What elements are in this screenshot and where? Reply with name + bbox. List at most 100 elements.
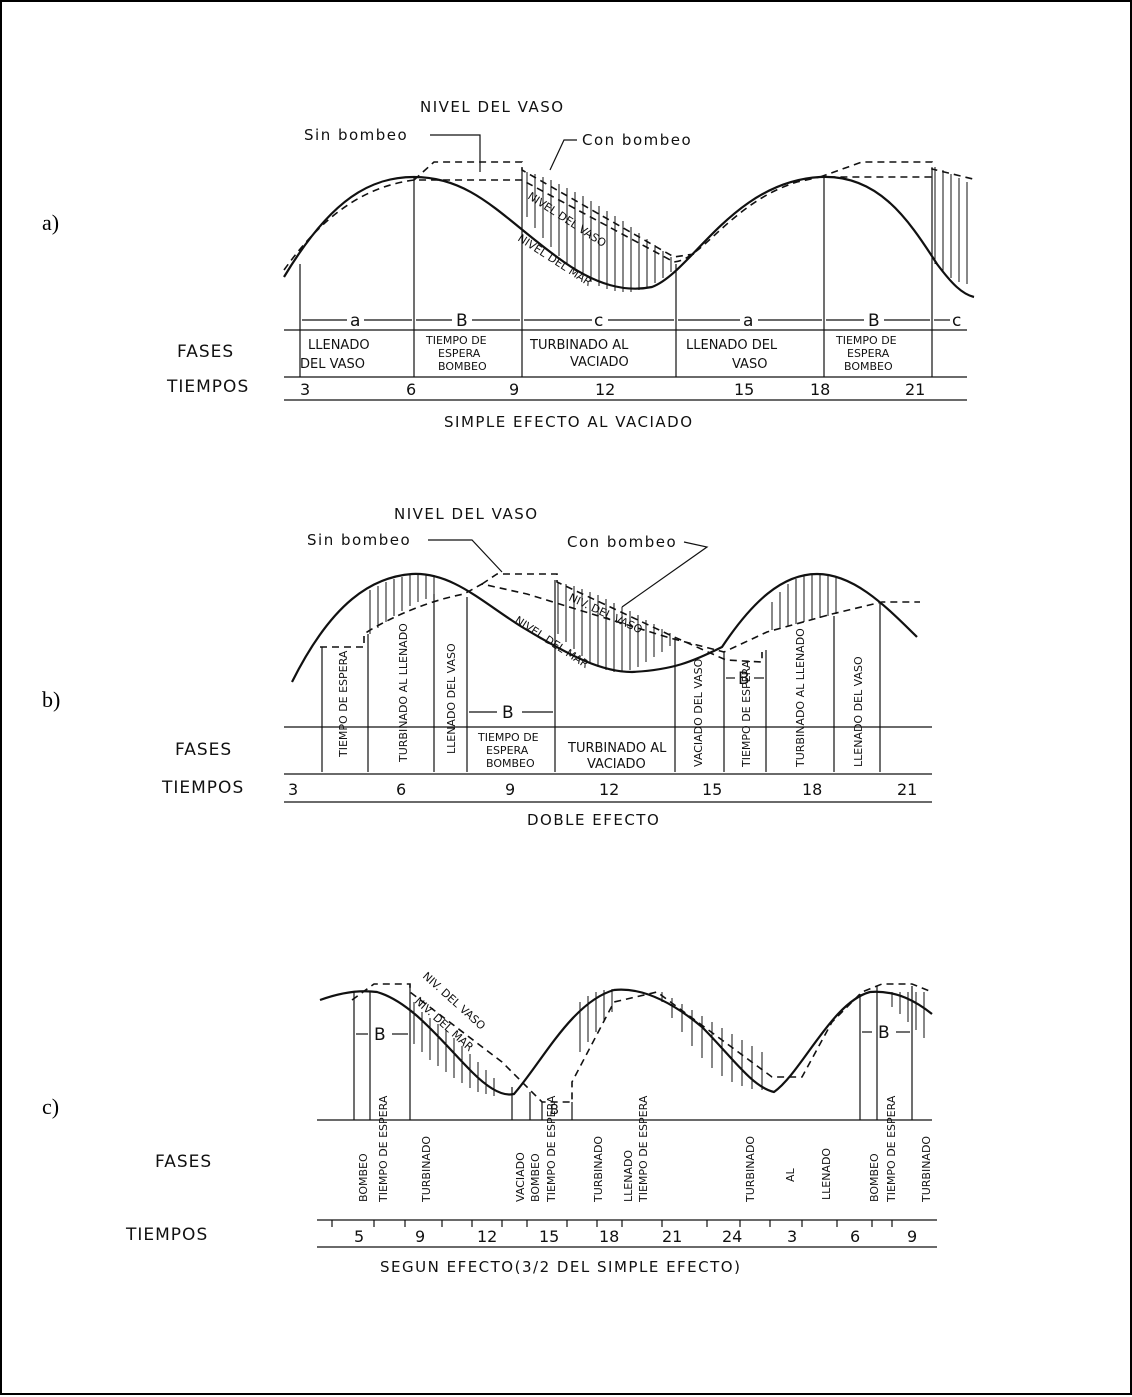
panel-c-caption: SEGUN EFECTO(3/2 DEL SIMPLE EFECTO) <box>380 1258 741 1276</box>
panel-a-phase-1-l1: LLENADO <box>308 338 370 353</box>
panel-b-box-2-l1: TURBINADO AL <box>567 741 667 756</box>
panel-c-t-9: 9 <box>415 1227 425 1246</box>
panel-c-letter: c) <box>42 1094 59 1119</box>
panel-c-vphase-11: AL <box>784 1167 797 1182</box>
panel-c-phase-letter-1: B <box>374 1025 387 1045</box>
panel-c-phase-letter-3: B <box>878 1023 891 1043</box>
panel-b-box-2-l2: VACIADO <box>587 757 646 772</box>
panel-c-t-21: 21 <box>662 1227 682 1246</box>
panel-b-t-12: 12 <box>599 780 619 799</box>
panel-b-box-1-l2: ESPERA <box>486 744 529 757</box>
panel-c-vaso-curve <box>351 983 933 1103</box>
panel-b-caption: DOBLE EFECTO <box>527 811 660 829</box>
panel-a-tiempos: 3 6 9 12 15 18 21 <box>300 380 925 399</box>
panel-c-fases-label: FASES <box>155 1152 212 1172</box>
panel-b-sin-leader <box>428 539 503 573</box>
panel-c-t-6: 6 <box>850 1227 860 1246</box>
panel-b-con-leader <box>621 541 709 608</box>
panel-b-t-15: 15 <box>702 780 722 799</box>
panel-a-t-3: 3 <box>300 380 310 399</box>
panel-a-t-15: 15 <box>734 380 754 399</box>
panel-a-phase-letter-1: a <box>350 311 361 331</box>
panel-b-sin-bombeo: Sin bombeo <box>307 531 411 549</box>
panel-b-tiempos: 3 6 9 12 15 18 21 <box>288 780 917 799</box>
panel-a: a) NIVEL DEL VASO Sin bombeo Con bombeo <box>42 98 978 431</box>
panel-a-t-9: 9 <box>509 380 519 399</box>
panel-a-con-leader <box>549 139 577 171</box>
panel-c-vphase-7: TURBINADO <box>592 1136 605 1203</box>
panel-c-t-12: 12 <box>477 1227 497 1246</box>
panel-a-t-6: 6 <box>406 380 416 399</box>
panel-a-phase-1-l2: DEL VASO <box>300 357 365 372</box>
panel-c-tiempos: 5 9 12 15 18 21 24 3 6 9 <box>354 1227 917 1246</box>
panel-c-hatch <box>413 989 925 1096</box>
panel-c-t-15: 15 <box>539 1227 559 1246</box>
panel-a-heading: NIVEL DEL VASO <box>420 98 565 116</box>
panel-a-t-18: 18 <box>810 380 830 399</box>
panel-a-phase-letter-2: B <box>456 311 469 331</box>
panel-b-con-bombeo: Con bombeo <box>567 533 677 551</box>
panel-a-sin-leader <box>430 134 481 172</box>
panel-b-fases-label: FASES <box>175 740 232 760</box>
panel-c-t-9b: 9 <box>907 1227 917 1246</box>
panel-c-t-24: 24 <box>722 1227 742 1246</box>
panel-b-dividers <box>321 580 881 772</box>
panel-c-vphase-12: LLENADO <box>820 1148 833 1200</box>
panel-a-letter: a) <box>42 210 59 235</box>
panel-b-vphase-4: VACIADO DEL VASO <box>692 658 705 767</box>
panel-a-phase-2-l1: TIEMPO DE <box>425 334 487 347</box>
panel-b-vaso-con-bombeo <box>481 573 763 663</box>
panel-c-sea-level-curve <box>319 988 933 1096</box>
panel-a-dividers <box>299 169 933 377</box>
panel-a-vaso-con-bombeo <box>413 161 695 258</box>
panel-c-vphase-3: TURBINADO <box>420 1136 433 1203</box>
panel-a-phase-4-l2: VASO <box>732 357 767 372</box>
panel-b-hatch <box>369 574 837 672</box>
panel-a-phase-4-l1: LLENADO DEL <box>686 338 778 353</box>
panel-b-vphase-5: TIEMPO DE ESPERA <box>740 660 753 768</box>
panel-a-phase-2-l3: BOMBEO <box>438 360 487 373</box>
panel-a-sea-level-curve <box>283 175 975 299</box>
panel-c-vphase-14: TIEMPO DE ESPERA <box>885 1095 898 1203</box>
panel-a-phase-3-l2: VACIADO <box>570 355 629 370</box>
panel-a-t-12: 12 <box>595 380 615 399</box>
panel-b-box-1-l1: TIEMPO DE <box>477 731 539 744</box>
panel-a-vaso-con-bombeo-2 <box>819 161 978 181</box>
panel-a-phase-2-l2: ESPERA <box>438 347 481 360</box>
panel-a-mar-label: NIVEL DEL MAR <box>515 232 594 290</box>
panel-c-vphase-9: TIEMPO DE ESPERA <box>637 1095 650 1203</box>
panel-c-t-5: 5 <box>354 1227 364 1246</box>
panel-c-vphase-2: TIEMPO DE ESPERA <box>377 1095 390 1203</box>
panel-b-vaso-sin-bombeo <box>320 583 920 653</box>
panel-b-mar-label: NIVEL DEL MAR <box>512 614 591 672</box>
panel-c-vphase-10: TURBINADO <box>744 1136 757 1203</box>
panel-b-sea-level-curve <box>291 572 918 683</box>
panel-b-tiempos-label: TIEMPOS <box>161 778 244 798</box>
panel-b-t-3: 3 <box>288 780 298 799</box>
panel-b-vphase-1: TIEMPO DE ESPERA <box>337 650 350 758</box>
panel-c-t-3: 3 <box>787 1227 797 1246</box>
panel-c-phase-letter-2: B <box>550 1103 559 1118</box>
panel-a-phase-letter-6: c <box>952 311 962 331</box>
panel-b-vphase-6: TURBINADO AL LLENADO <box>794 628 807 768</box>
panel-b-t-6: 6 <box>396 780 406 799</box>
panel-a-hatch <box>526 167 968 292</box>
panel-b-t-18: 18 <box>802 780 822 799</box>
panel-b: b) NIVEL DEL VASO Sin bombeo Con bombeo <box>42 505 932 829</box>
panel-a-con-bombeo: Con bombeo <box>582 131 692 149</box>
panel-b-phase-letter-1: B <box>502 703 515 723</box>
panel-c-vphase-8: LLENADO <box>622 1150 635 1202</box>
panel-a-vaso-sin-bombeo <box>283 176 934 271</box>
panel-b-t-9: 9 <box>505 780 515 799</box>
panel-b-letter: b) <box>42 687 60 712</box>
panel-a-phase-5-l2: ESPERA <box>847 347 890 360</box>
panel-c-tick-marks <box>331 1220 893 1227</box>
panel-c-dividers <box>353 984 913 1120</box>
panel-a-fases-label: FASES <box>177 342 234 362</box>
panel-b-vphase-3: LLENADO DEL VASO <box>445 643 458 754</box>
panel-a-caption: SIMPLE EFECTO AL VACIADO <box>444 413 694 431</box>
panel-b-phase-letter-2: B <box>738 669 751 689</box>
panel-a-sin-bombeo: Sin bombeo <box>304 126 408 144</box>
panel-a-phase-letter-3: c <box>594 311 604 331</box>
